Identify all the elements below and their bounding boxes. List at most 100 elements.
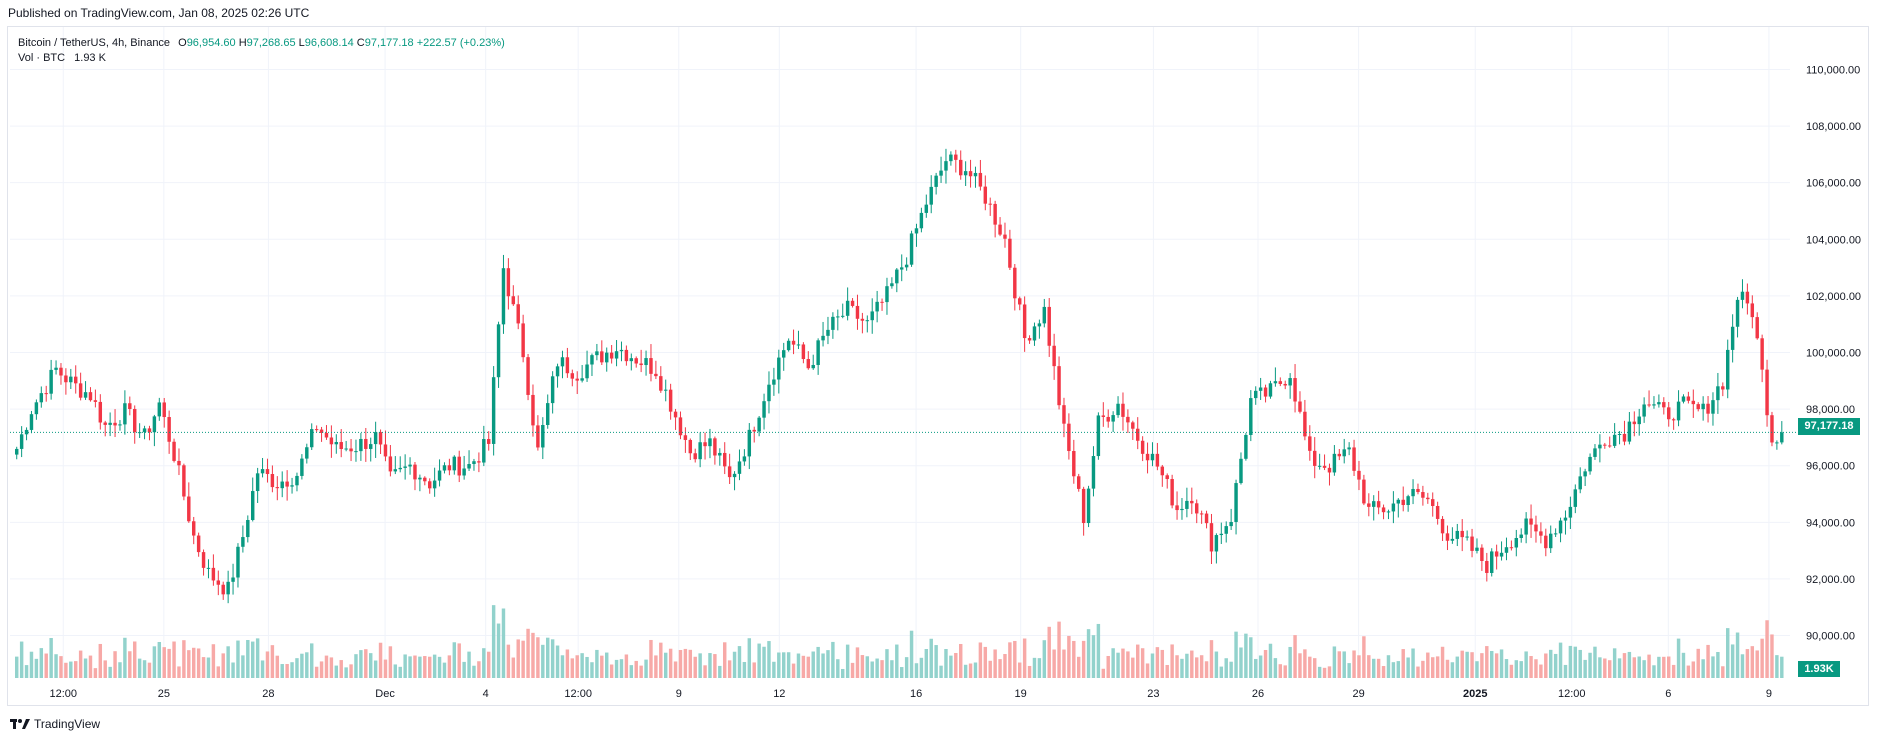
volume-bar [1032, 657, 1037, 678]
candle-body [1726, 349, 1730, 390]
volume-bar [393, 664, 398, 678]
candle-body [526, 357, 530, 395]
candle-body [487, 439, 491, 444]
chart-frame[interactable] [7, 26, 1869, 706]
volume-bar [59, 656, 63, 678]
volume-bar [565, 649, 570, 678]
volume-bar [482, 648, 486, 678]
volume-bar [349, 664, 353, 678]
candle-body [826, 329, 830, 336]
volume-bar [1617, 658, 1622, 678]
volume-bar [447, 655, 452, 678]
candle-body [1499, 552, 1504, 557]
candle-body [378, 432, 383, 445]
candle-body [418, 477, 422, 480]
x-tick-label: 26 [1252, 688, 1264, 700]
candle-body [1445, 533, 1450, 541]
volume-bar [1524, 651, 1528, 678]
volume-bar [1509, 664, 1514, 678]
volume-bar [511, 657, 516, 678]
candle-body [1450, 538, 1455, 541]
candle-body [251, 491, 255, 521]
candle-body [393, 469, 398, 472]
candle-body [408, 464, 412, 467]
candle-body [1254, 390, 1258, 399]
candle-body [673, 411, 678, 418]
volume-bar [629, 665, 634, 678]
candle-body [452, 456, 457, 471]
volume-bar [162, 647, 166, 678]
candle-body [1465, 536, 1469, 538]
volume-bar [310, 643, 314, 678]
candle-body [978, 172, 983, 187]
x-tick-label: 12:00 [50, 688, 78, 700]
volume-bar [777, 652, 781, 678]
volume-bar [1372, 658, 1376, 678]
candle-body [786, 340, 791, 351]
candle-body [1691, 400, 1696, 405]
volume-bar [231, 662, 235, 678]
candle-body [310, 429, 314, 448]
candle-body [1032, 326, 1037, 341]
candle-body [1396, 499, 1401, 504]
candle-body [98, 401, 103, 423]
volume-bar [1711, 656, 1715, 678]
volume-bar [211, 644, 216, 678]
volume-bar [1470, 652, 1474, 678]
volume-bar [1219, 666, 1224, 678]
candle-body [1509, 547, 1514, 549]
candle-body [1116, 403, 1120, 416]
x-tick-label: 9 [1766, 688, 1772, 700]
candle-body [1755, 317, 1759, 339]
candle-body [1376, 501, 1381, 508]
volume-bar [487, 651, 491, 678]
volume-bar [595, 649, 599, 678]
candle-body [644, 358, 648, 366]
volume-bar [698, 653, 702, 678]
volume-bar [1401, 649, 1405, 678]
candle-body [619, 349, 624, 352]
candle-body [531, 394, 535, 426]
candle-body [49, 369, 53, 394]
volume-label[interactable]: Vol · BTC [18, 52, 66, 64]
volume-bar [1549, 649, 1553, 678]
candle-body [1018, 298, 1022, 305]
volume-bar [703, 665, 707, 678]
candle-body [782, 350, 786, 358]
volume-bar [334, 665, 339, 678]
volume-bar [128, 651, 132, 678]
candle-body [477, 461, 481, 463]
candle-body [550, 376, 555, 404]
footer-brand: TradingView [34, 717, 101, 731]
volume-bar [831, 641, 835, 678]
x-tick-label: 16 [910, 688, 922, 700]
candle-body [1140, 440, 1145, 454]
volume-bar [654, 655, 658, 678]
volume-bar [1288, 646, 1292, 678]
candle-body [654, 373, 658, 377]
volume-bar [69, 661, 73, 678]
symbol-title[interactable]: Bitcoin / TetherUS, 4h, Binance [18, 37, 171, 49]
volume-bar [142, 660, 147, 678]
volume-bar [895, 644, 899, 678]
candle-body [1214, 535, 1219, 552]
volume-bar [737, 646, 742, 678]
candle-body [821, 335, 825, 341]
volume-bar [373, 660, 378, 678]
candle-body [177, 460, 181, 466]
volume-bar [1647, 654, 1651, 678]
volume-bar [1027, 665, 1032, 678]
volume-bar [275, 655, 280, 678]
volume-bar [1106, 655, 1110, 678]
candle-body [1460, 530, 1464, 538]
volume-bar [1155, 647, 1160, 678]
volume-bar [1160, 649, 1165, 678]
candle-body [560, 357, 565, 367]
candle-body [265, 469, 270, 475]
volume-bar [1096, 623, 1101, 678]
tradingview-footer[interactable]: TradingView [10, 717, 100, 731]
candle-body [501, 268, 506, 325]
candle-body [649, 358, 653, 374]
candle-body [1519, 534, 1523, 538]
